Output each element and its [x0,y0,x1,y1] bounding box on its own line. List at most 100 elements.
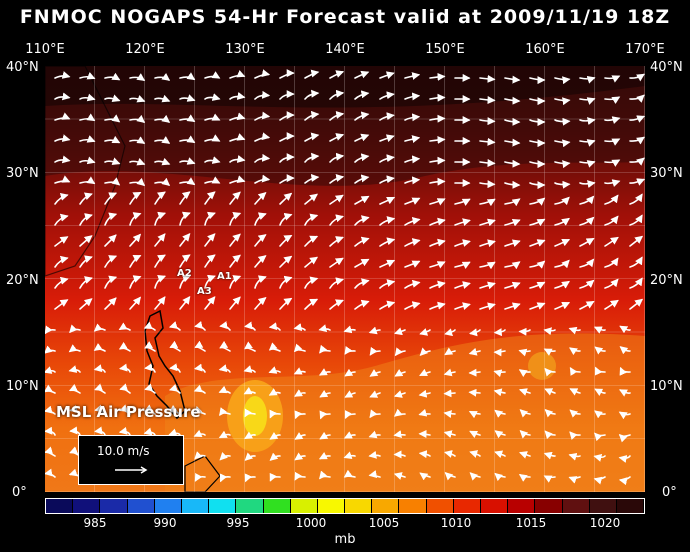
colorbar-swatch [181,499,210,513]
wind-arrow-icon [529,181,546,190]
wind-arrow-icon [104,157,121,165]
wind-arrow-icon [179,94,196,102]
wind-arrow-icon [244,408,256,418]
wind-arrow-icon [179,233,191,247]
wind-arrow-icon [429,198,446,206]
wind-arrow-icon [304,276,319,289]
wind-arrow-icon [118,426,131,436]
wind-arrow-icon [229,155,246,163]
wind-arrow-icon [593,453,606,462]
colorbar-swatch [100,499,128,513]
wind-arrow-icon [193,405,206,415]
colorbar-swatch [345,499,373,513]
wind-arrow-icon [244,321,256,331]
wind-arrow-icon [529,302,546,310]
wind-arrow-icon [219,407,231,416]
lon-label-140: 140°E [325,42,365,57]
wind-arrow-icon [604,194,619,205]
wind-arrow-icon [479,96,496,105]
wind-arrow-icon [129,275,142,289]
wind-arrow-icon [568,452,581,461]
wind-arrow-icon [204,211,216,226]
lon-label-150: 150°E [425,42,465,57]
wind-arrow-icon [419,347,431,356]
colorbar-swatch [263,499,291,513]
wind-arrow-icon [454,239,471,247]
wind-arrow-icon [544,409,556,418]
station-a2: A2 [177,268,192,279]
wind-arrow-icon [579,75,596,84]
wind-arrow-icon [468,410,481,419]
wind-arrow-icon [518,369,531,378]
wind-arrow-icon [304,69,320,79]
wind-arrow-icon [543,327,556,336]
wind-arrow-icon [569,366,581,376]
wind-arrow-icon [554,76,571,85]
wind-arrow-icon [579,195,595,205]
lat-label-right-30: 30°N [650,166,683,181]
wind-arrow-icon [444,472,456,481]
colorbar-label-1000: 1000 [295,516,327,530]
wind-arrow-icon [45,405,56,415]
wind-arrow-icon [229,133,246,142]
wind-arrow-icon [344,368,356,377]
wind-arrow-icon [179,274,191,289]
wind-arrow-icon [179,254,191,268]
wind-arrow-icon [154,157,171,166]
wind-arrow-icon [154,114,171,123]
wind-arrow-icon [543,475,556,483]
wind-arrow-icon [619,325,631,334]
wind-arrow-icon [229,233,241,247]
wind-arrow-icon [229,254,241,268]
wind-arrow-icon [629,178,645,186]
wind-arrow-icon [604,215,619,226]
wind-arrow-icon [129,255,142,268]
wind-arrow-icon [404,238,421,247]
wind-arrow-icon [79,255,93,268]
wind-arrow-icon [579,279,595,289]
wind-arrow-icon [554,301,571,310]
wind-arrow-icon [304,298,319,310]
wind-arrow-icon [304,235,319,247]
colorbar-swatch [372,499,400,513]
wind-arrow-icon [154,274,167,289]
wind-arrow-icon [254,90,271,100]
wind-arrow-icon [379,216,396,226]
colorbar-swatch [209,499,237,513]
wind-arrow-icon [143,321,156,331]
wind-arrow-icon [518,388,531,396]
station-a1: A1 [217,271,232,282]
wind-arrow-icon [269,431,281,440]
wind-arrow-icon [193,363,206,373]
wind-arrow-icon [519,409,531,418]
wind-arrow-icon [244,341,256,352]
wind-arrow-icon [45,366,56,374]
wind-arrow-icon [569,409,581,418]
wind-arrow-icon [269,409,281,419]
wind-arrow-icon [154,177,171,186]
wind-arrow-icon [318,452,331,460]
wind-arrow-icon [404,155,421,164]
wind-arrow-icon [129,114,146,124]
lat-label-right-0: 0° [662,485,677,500]
wind-arrow-icon [529,97,546,106]
wind-arrow-icon [154,136,171,144]
wind-arrow-icon [594,366,606,376]
wind-arrow-icon [593,326,606,334]
colorbar-swatch [46,499,74,513]
wind-arrow-icon [429,238,446,247]
wind-arrow-icon [593,476,606,485]
wind-arrow-icon [629,193,643,205]
colorbar-swatch [453,499,481,513]
colorbar-swatch [562,499,590,513]
wind-arrow-icon [93,323,106,332]
wind-arrow-icon [68,383,81,394]
wind-arrow-icon [554,139,571,148]
wind-arrow-icon [354,299,370,310]
wind-arrow-icon [254,212,267,226]
wind-arrow-icon [93,342,106,352]
wind-arrow-icon [618,476,631,486]
wind-arrow-icon [404,135,421,143]
wind-arrow-icon [79,113,96,122]
wind-arrow-icon [629,277,643,289]
